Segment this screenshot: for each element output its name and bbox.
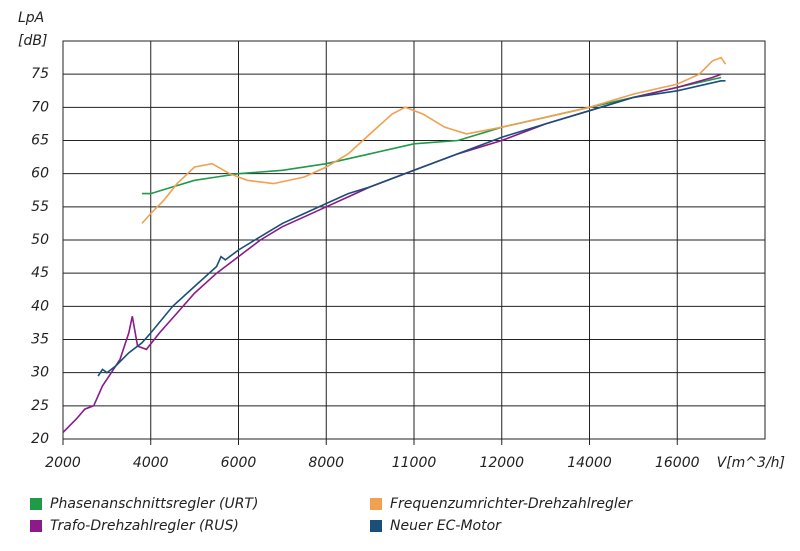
series-line: [97, 80, 726, 377]
x-tick-label: 2000: [45, 455, 81, 471]
legend-swatch: [30, 498, 42, 510]
y-tick-label: 20: [31, 431, 49, 447]
y-axis-label: LpA: [18, 10, 44, 26]
legend-label: Neuer EC-Motor: [390, 518, 502, 534]
x-tick-label: 14000: [567, 455, 612, 471]
legend-label: Frequenzumrichter-Drehzahlregler: [390, 496, 633, 512]
legend-swatch: [30, 520, 42, 532]
y-axis-label: [dB]: [18, 33, 47, 49]
legend-swatch: [370, 498, 382, 510]
legend-label: Phasenanschnittsregler (URT): [50, 496, 258, 512]
x-tick-label: 16000: [655, 455, 700, 471]
y-tick-label: 75: [31, 66, 49, 82]
y-tick-label: 65: [31, 133, 49, 149]
x-tick-label: 4000: [133, 455, 169, 471]
legend-label: Trafo-Drehzahlregler (RUS): [50, 518, 239, 534]
y-tick-label: 55: [31, 199, 49, 215]
x-tick-label: 11000: [392, 455, 437, 471]
y-tick-label: 30: [31, 365, 49, 381]
y-tick-label: 25: [31, 398, 49, 414]
y-tick-label: 35: [31, 332, 49, 348]
y-tick-label: 60: [31, 166, 49, 182]
x-tick-label: 8000: [308, 455, 344, 471]
series-line: [62, 73, 722, 433]
series-line: [142, 76, 722, 195]
series-line: [141, 56, 727, 224]
y-tick-label: 45: [31, 265, 49, 281]
x-tick-label: 6000: [221, 455, 257, 471]
y-tick-label: 70: [31, 99, 49, 115]
x-axis-label: V[m^3/h]: [717, 455, 785, 471]
x-tick-label: 12000: [479, 455, 524, 471]
y-tick-label: 50: [31, 232, 49, 248]
legend-swatch: [370, 520, 382, 532]
y-tick-label: 40: [31, 298, 49, 314]
